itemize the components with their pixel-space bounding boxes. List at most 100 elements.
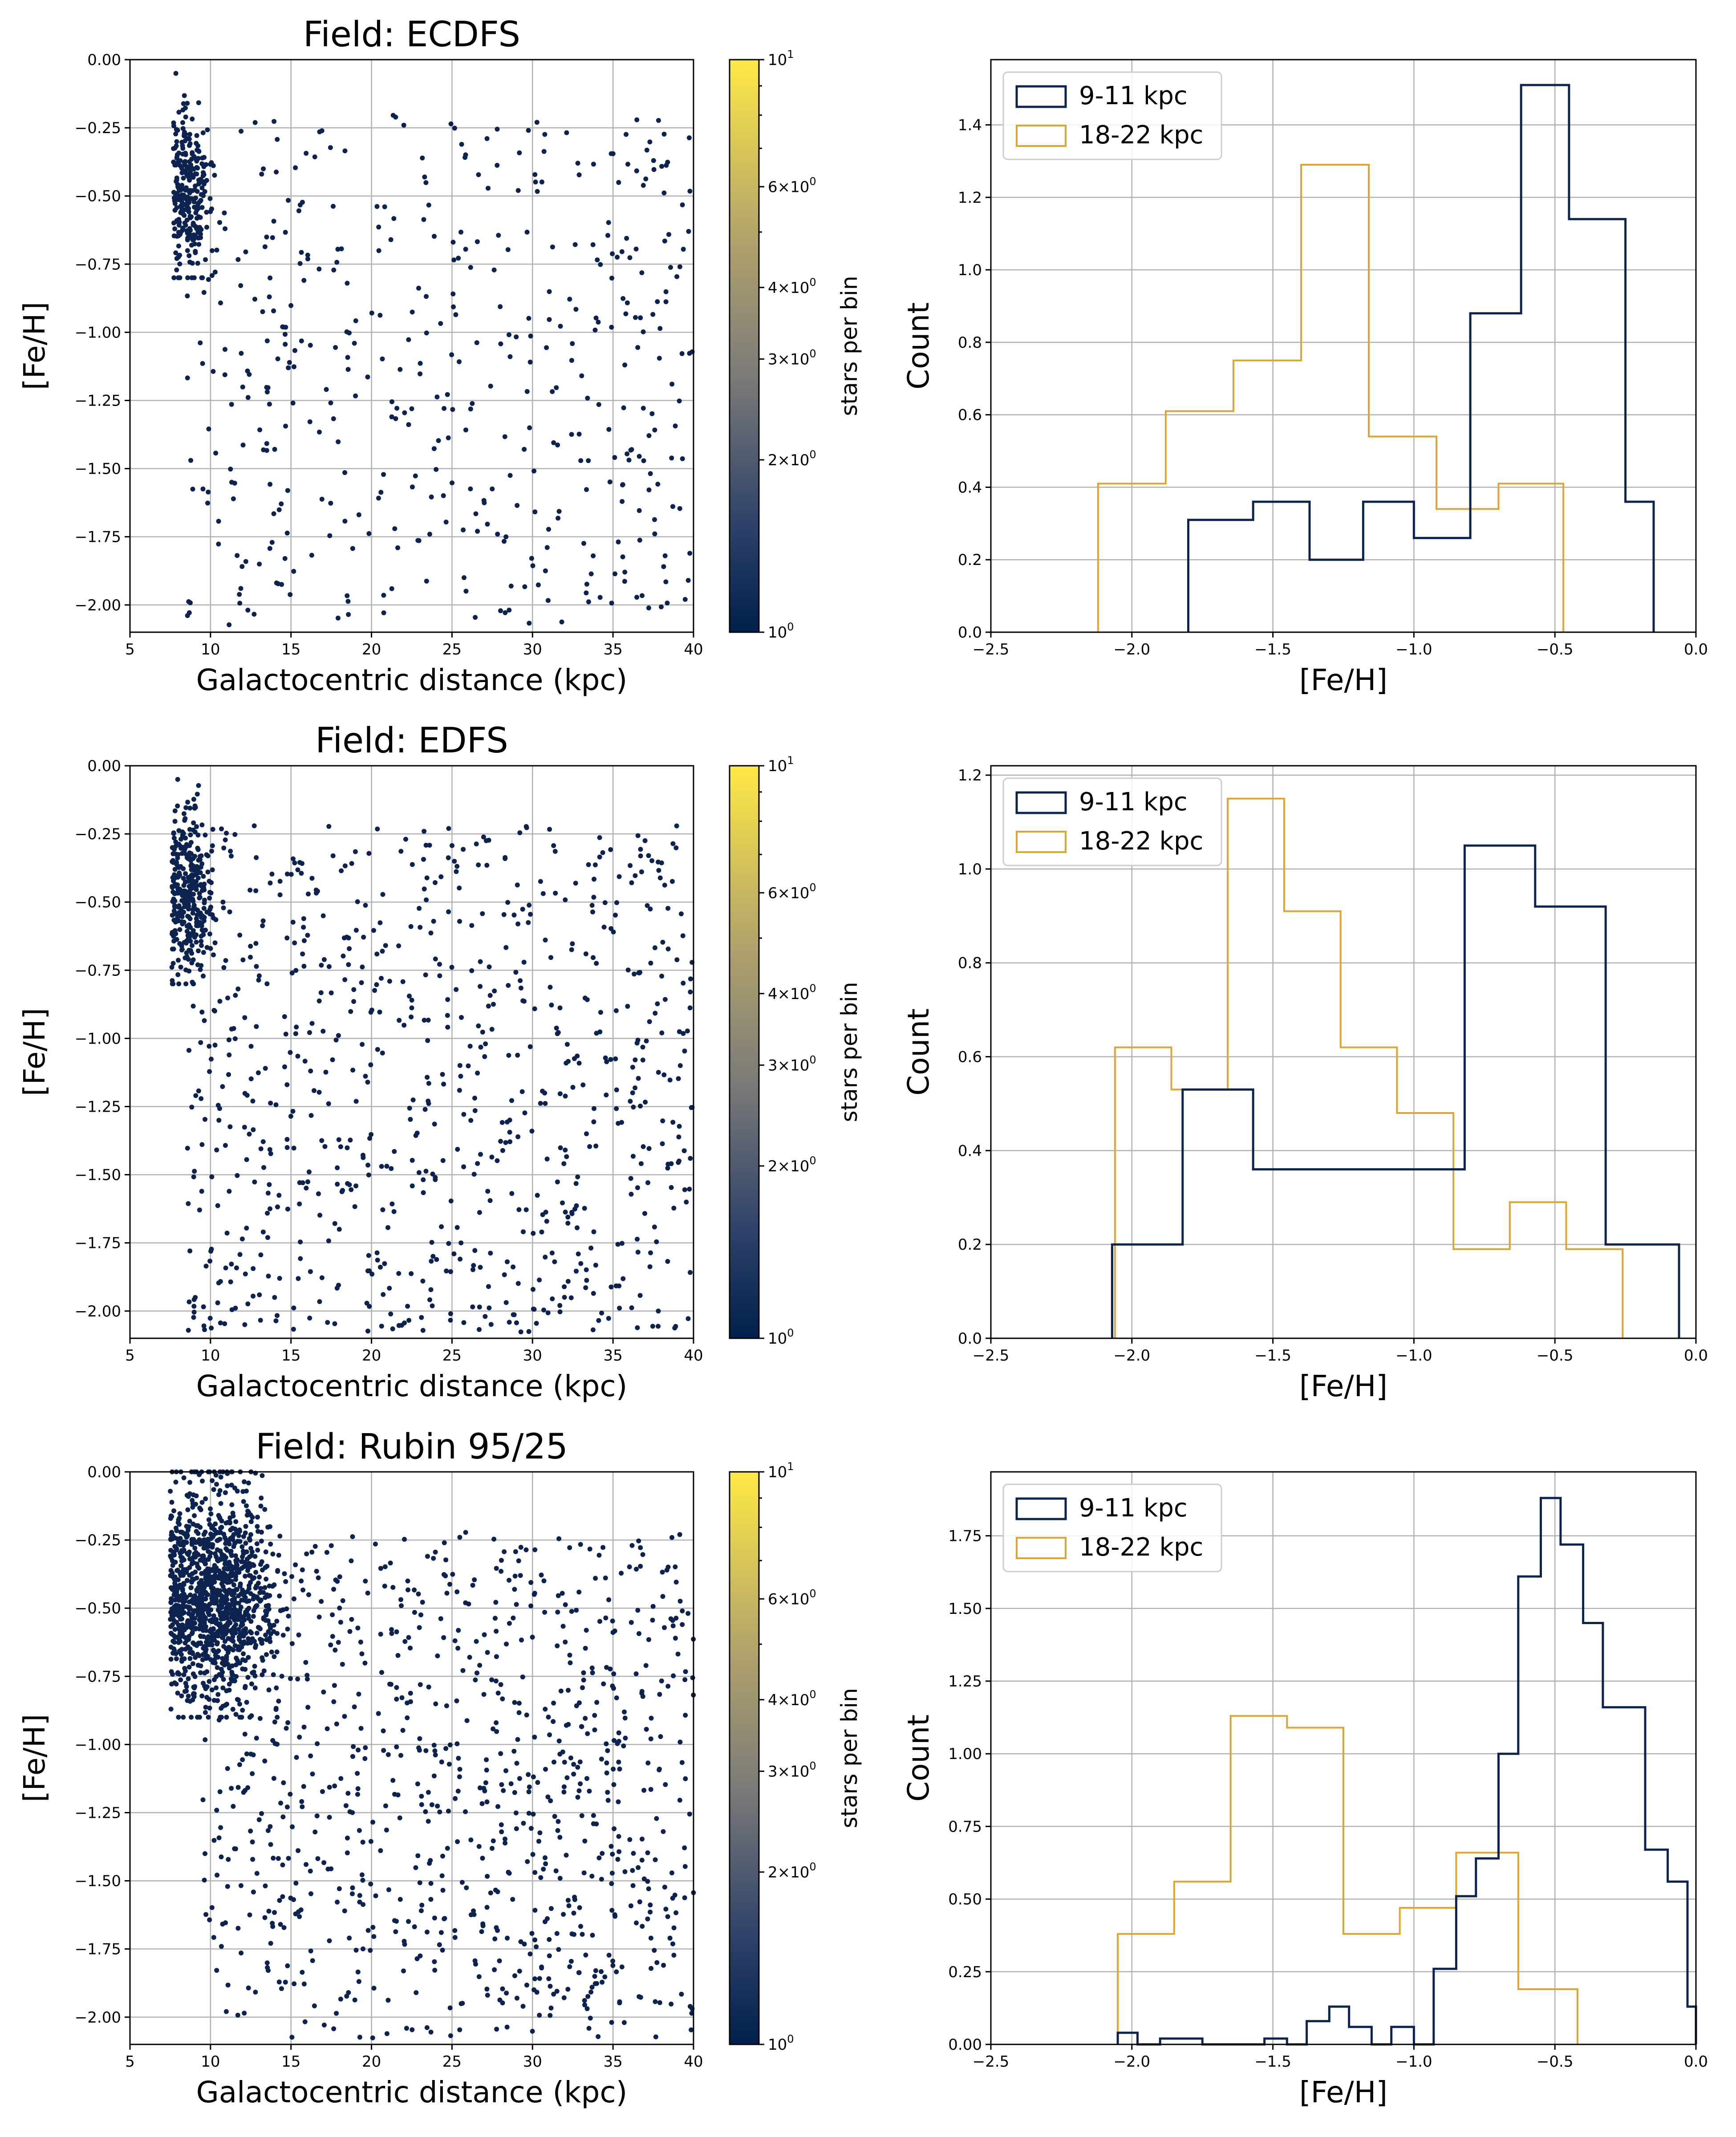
scatter-point <box>532 1870 538 1875</box>
scatter-point <box>287 360 292 365</box>
scatter-point <box>651 158 656 163</box>
scatter-point <box>490 486 495 492</box>
scatter-point <box>342 1908 347 1914</box>
scatter-point <box>499 1120 505 1125</box>
scatter-point <box>605 1790 610 1795</box>
scatter-point <box>365 1590 370 1596</box>
scatter-point <box>509 1191 515 1196</box>
scatter-point <box>188 215 193 220</box>
scatter-point <box>357 1828 362 1833</box>
colorbar-tick-exponent: 0 <box>809 1861 816 1873</box>
scatter-point <box>223 1143 228 1148</box>
colorbar-tick-exponent: 0 <box>809 1688 816 1701</box>
scatter-point <box>416 285 421 291</box>
scatter-point <box>232 1526 238 1532</box>
scatter-point <box>237 1610 242 1616</box>
scatter-point <box>181 831 186 836</box>
scatter-point <box>629 1543 635 1548</box>
scatter-point <box>277 1276 282 1281</box>
scatter-point <box>292 348 297 353</box>
scatter-point <box>335 1182 340 1187</box>
scatter-point <box>643 1663 649 1668</box>
scatter-point <box>446 855 451 861</box>
scatter-point <box>178 1677 183 1682</box>
scatter-point <box>554 1989 560 1994</box>
scatter-point <box>594 1700 600 1705</box>
scatter-point <box>498 608 503 613</box>
scatter-point <box>203 1851 207 1856</box>
scatter-point <box>231 1582 236 1588</box>
scatter-point <box>268 1206 272 1211</box>
colorbar-tick-label: 6×100 <box>768 1587 816 1608</box>
scatter-point <box>284 871 290 877</box>
scatter-point <box>286 1613 291 1619</box>
scatter-point <box>531 1592 537 1597</box>
scatter-point <box>637 1899 642 1905</box>
scatter-point <box>213 1521 218 1527</box>
scatter-point <box>547 1732 552 1738</box>
scatter-point <box>417 1880 422 1885</box>
x-tick-label: −0.5 <box>1537 1347 1574 1365</box>
scatter-point <box>577 1905 582 1910</box>
scatter-point <box>188 458 193 463</box>
scatter-point <box>341 953 346 959</box>
scatter-point <box>657 875 663 881</box>
scatter-point <box>456 256 461 261</box>
scatter-point <box>227 1682 232 1687</box>
scatter-point <box>170 875 175 880</box>
colorbar-tick-base: 3×10 <box>768 1763 809 1780</box>
scatter-point <box>281 1925 287 1930</box>
scatter-point <box>400 979 406 984</box>
scatter-point <box>258 1586 263 1591</box>
scatter-point <box>179 947 184 953</box>
scatter-point <box>634 1920 639 1926</box>
scatter-point <box>265 1211 270 1216</box>
scatter-point <box>352 1204 357 1209</box>
colorbar-tick-exponent: 0 <box>809 1759 816 1772</box>
scatter-point <box>615 255 620 260</box>
scatter-point <box>181 101 186 106</box>
scatter-point <box>172 1627 178 1632</box>
scatter-point <box>173 250 178 256</box>
scatter-point <box>284 530 290 536</box>
scatter-point <box>352 341 357 346</box>
scatter-point <box>621 405 626 410</box>
scatter-point <box>239 129 244 134</box>
scatter-point <box>175 855 180 861</box>
scatter-point <box>267 402 272 407</box>
scatter-point <box>610 251 615 256</box>
scatter-point <box>237 1702 242 1707</box>
scatter-point <box>204 1642 210 1648</box>
scatter-point <box>492 988 497 994</box>
scatter-point <box>296 1632 301 1637</box>
scatter-point <box>250 1549 255 1555</box>
scatter-point <box>305 1705 311 1710</box>
x-tick-label: −2.0 <box>1114 2053 1151 2071</box>
y-tick-label: −1.75 <box>75 528 121 546</box>
scatter-point <box>337 1574 342 1580</box>
scatter-point <box>176 1622 181 1628</box>
scatter-point <box>305 256 310 262</box>
scatter-point <box>608 1284 614 1290</box>
y-tick-label: −1.75 <box>75 1941 121 1958</box>
scatter-point <box>223 1608 229 1613</box>
scatter-point <box>218 1825 223 1830</box>
scatter-point <box>491 1838 496 1844</box>
scatter-point <box>484 1757 489 1763</box>
scatter-point <box>397 1897 403 1902</box>
scatter-point <box>254 1024 259 1029</box>
scatter-point <box>610 151 616 156</box>
scatter-point <box>243 1627 248 1633</box>
scatter-point <box>173 839 178 845</box>
scatter-point <box>673 1616 679 1621</box>
scatter-point <box>665 947 671 951</box>
scatter-point <box>506 983 511 988</box>
scatter-point <box>379 975 384 981</box>
scatter-point <box>371 928 376 933</box>
scatter-point <box>637 1293 643 1298</box>
scatter-point <box>258 1562 263 1567</box>
scatter-point <box>574 1703 579 1708</box>
scatter-point <box>615 1857 621 1862</box>
scatter-point <box>469 923 475 928</box>
